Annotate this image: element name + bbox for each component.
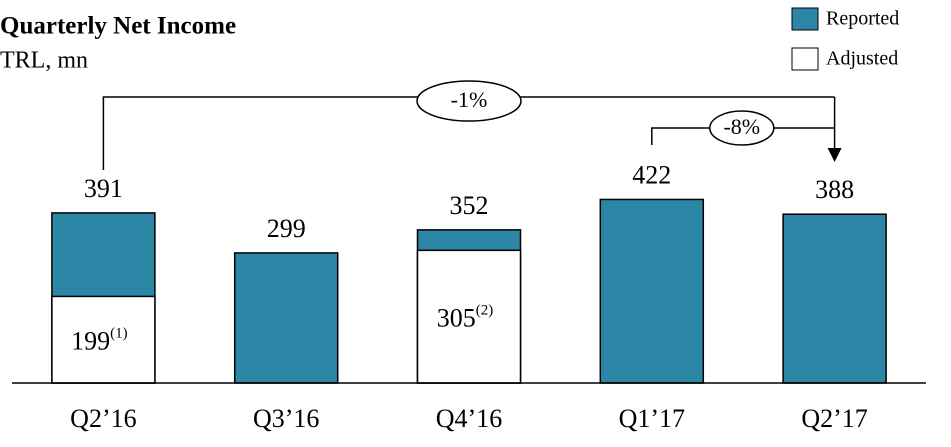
value-label: 422: [632, 160, 671, 189]
bar: [51, 295, 156, 384]
value-label: 352: [450, 191, 489, 220]
x-tick-label: Q3’16: [253, 404, 319, 433]
chart-subtitle: TRL, mn: [0, 48, 88, 74]
annotation-bubble: [709, 110, 775, 146]
x-tick-label: Q1’17: [619, 404, 685, 433]
annotation-bubble: [416, 80, 522, 122]
annotation-label: -1%: [451, 87, 488, 112]
bracket: [102, 96, 835, 170]
value-label: 305(2): [437, 303, 494, 333]
value-label: 388: [815, 175, 854, 204]
legend-label: Adjusted: [826, 48, 898, 70]
value-label: 299: [267, 214, 306, 243]
x-tick-label: Q2’17: [801, 404, 867, 433]
legend-swatch: [791, 47, 819, 71]
bar: [599, 198, 705, 384]
x-tick-label: Q4’16: [436, 404, 502, 433]
bar: [782, 213, 887, 384]
value-number: 305: [437, 304, 476, 333]
footnote-marker: (2): [476, 303, 494, 319]
legend-swatch: [791, 7, 819, 31]
value-number: 199: [71, 327, 110, 356]
bar: [233, 252, 339, 384]
footnote-marker: (1): [110, 326, 128, 342]
value-label: 199(1): [71, 326, 127, 356]
annotation-label: -8%: [723, 114, 760, 139]
legend-label: Reported: [826, 8, 899, 30]
chart-title: Quarterly Net Income: [0, 13, 236, 40]
x-tick-label: Q2’16: [70, 404, 136, 433]
value-label: 391: [84, 174, 123, 203]
arrow-head: [827, 148, 842, 162]
